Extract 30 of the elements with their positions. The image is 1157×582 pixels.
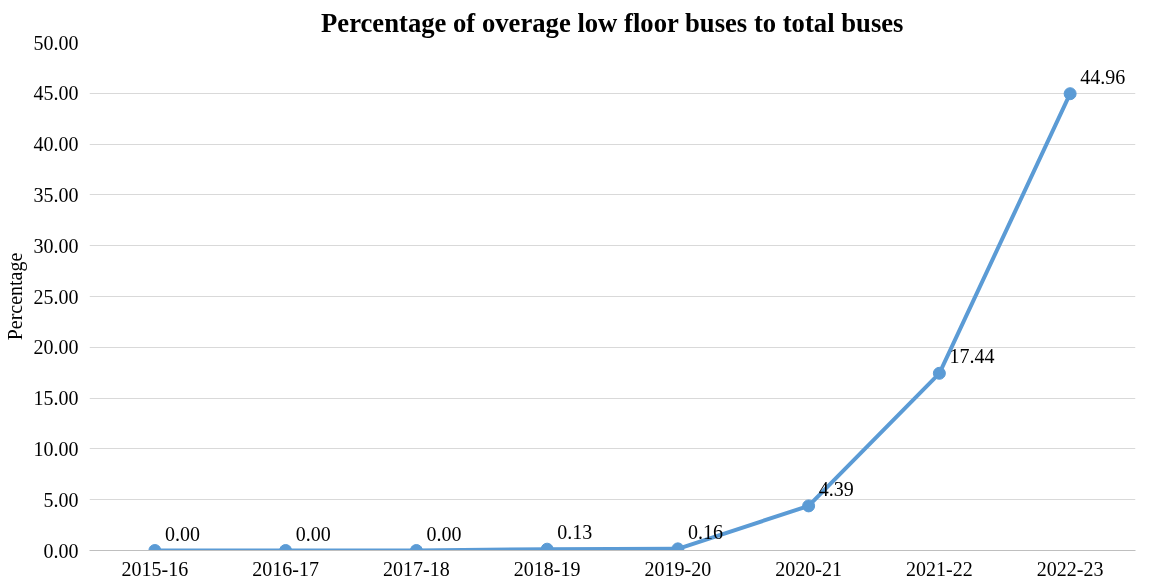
x-tick-label: 2017-18 [383, 557, 450, 580]
y-tick-label: 40.00 [33, 133, 79, 156]
chart-title: Percentage of overage low floor buses to total buses [321, 7, 904, 38]
y-tick-label: 50.00 [33, 31, 79, 54]
text: 0.16 [687, 520, 723, 543]
y-tick-label: 20.00 [33, 336, 79, 359]
y-tick-label: 30.00 [33, 234, 79, 257]
x-tick-label: 2020-21 [775, 557, 842, 580]
text: 17.44 [949, 345, 995, 368]
y-tick-label: 25.00 [33, 285, 79, 308]
x-tick-label: 2016-17 [252, 557, 319, 580]
text: 44.96 [1080, 65, 1126, 88]
text: 0.00 [426, 522, 462, 545]
y-tick-label: 0.00 [43, 539, 79, 562]
x-tick-label: 2019-20 [644, 557, 712, 580]
point [1063, 87, 1077, 101]
text: 0.00 [164, 522, 200, 545]
point [932, 366, 946, 380]
y-axis-title: Percentage [3, 252, 27, 341]
x-tick-label: 2018-19 [513, 557, 581, 580]
y-tick-label: 5.00 [43, 488, 79, 511]
x-tick-label: 2022-23 [1036, 557, 1104, 580]
x-tick-label: 2015-16 [121, 557, 189, 580]
y-tick-label: 10.00 [33, 437, 79, 460]
x-tick-label: 2021-22 [906, 557, 973, 580]
text: 0.13 [557, 521, 593, 544]
y-tick-label: 35.00 [33, 183, 79, 206]
y-tick-label: 45.00 [33, 82, 79, 105]
y-tick-label: 15.00 [33, 387, 79, 410]
text: 0.00 [295, 522, 331, 545]
